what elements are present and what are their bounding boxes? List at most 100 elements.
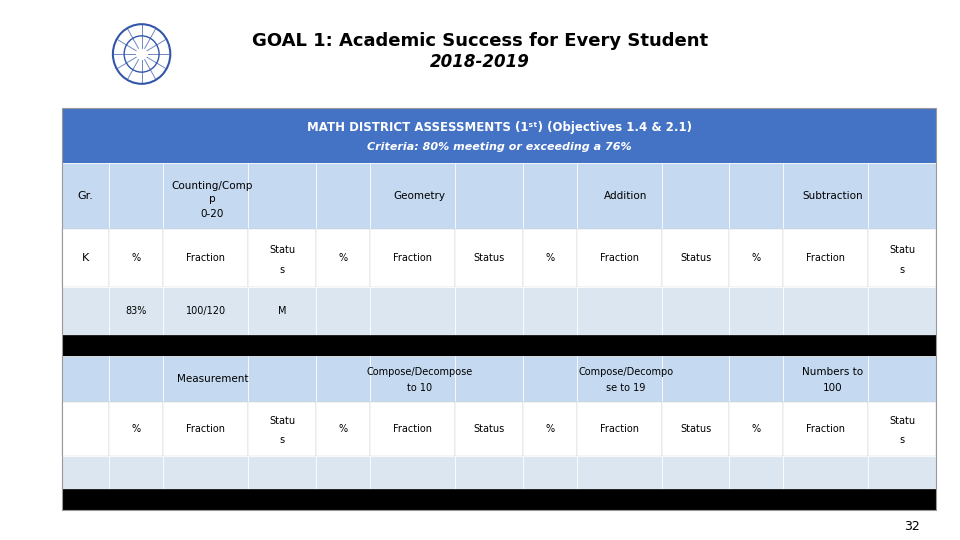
Text: %: % [545,424,554,434]
Bar [455,229,522,287]
Text: Counting/Comp: Counting/Comp [172,181,253,191]
Bar [109,356,163,402]
Bar [370,287,455,335]
Bar [109,229,163,287]
Text: Status: Status [680,424,711,434]
Bar [62,456,109,489]
Bar [661,287,730,335]
Text: Criteria: 80% meeting or exceeding a 76%: Criteria: 80% meeting or exceeding a 76% [367,143,632,152]
Bar [730,163,783,229]
Bar [163,456,249,489]
Bar [730,456,783,489]
Text: s: s [900,435,905,445]
Bar [455,287,522,335]
Text: Subtraction: Subtraction [803,191,863,201]
Text: %: % [132,253,141,264]
Text: s: s [900,265,905,275]
Text: s: s [279,435,285,445]
Bar [730,229,783,287]
Text: MATH DISTRICT ASSESSMENTS (1ˢᵗ) (Objectives 1.4 & 2.1): MATH DISTRICT ASSESSMENTS (1ˢᵗ) (Objecti… [306,120,692,133]
Bar [783,402,869,456]
Text: M: M [277,306,286,316]
Text: Addition: Addition [604,191,648,201]
Text: Geometry: Geometry [394,191,445,201]
Text: Statu: Statu [269,245,295,254]
Bar [316,456,370,489]
Bar [869,456,936,489]
Text: Statu: Statu [889,416,915,426]
Text: se to 19: se to 19 [607,383,646,393]
Text: Fraction: Fraction [806,253,846,264]
Text: Gr.: Gr. [78,191,94,201]
Bar [62,489,936,510]
Bar [249,229,316,287]
Bar [62,356,109,402]
Bar [316,163,370,229]
Text: 32: 32 [904,520,920,533]
Text: 0-20: 0-20 [201,210,225,219]
Bar [730,402,783,456]
Text: 83%: 83% [126,306,147,316]
Bar [62,335,936,356]
Text: s: s [279,265,285,275]
Text: Status: Status [473,253,504,264]
Bar [869,356,936,402]
Bar [730,287,783,335]
Bar [62,108,936,163]
Bar [783,456,869,489]
Bar [522,287,577,335]
Text: GOAL 1: Academic Success for Every Student: GOAL 1: Academic Success for Every Stude… [252,31,708,50]
Bar [249,356,316,402]
Bar [783,356,869,402]
Bar [316,402,370,456]
Text: Fraction: Fraction [393,253,432,264]
Text: Numbers to: Numbers to [803,367,863,377]
Text: Fraction: Fraction [393,424,432,434]
Bar [783,287,869,335]
Text: %: % [338,253,348,264]
Bar [783,163,869,229]
Bar [316,229,370,287]
Bar [455,163,522,229]
Bar [577,287,661,335]
Bar [370,229,455,287]
Text: K: K [83,253,89,264]
Text: Fraction: Fraction [806,424,846,434]
Bar [249,163,316,229]
Bar [661,163,730,229]
Bar [316,287,370,335]
Text: %: % [752,253,761,264]
Bar [163,356,249,402]
Bar [163,402,249,456]
Text: Status: Status [680,253,711,264]
Bar [869,163,936,229]
Text: %: % [545,253,554,264]
Bar [62,108,936,510]
Bar [163,229,249,287]
Text: Compose/Decompo: Compose/Decompo [578,367,674,377]
Bar [577,456,661,489]
Bar [730,356,783,402]
Text: Measurement: Measurement [177,374,249,384]
Text: %: % [752,424,761,434]
Bar [522,356,577,402]
Bar [163,163,249,229]
Bar [109,402,163,456]
Bar [869,402,936,456]
Bar [661,356,730,402]
Bar [522,456,577,489]
Bar [249,402,316,456]
Bar [109,287,163,335]
Bar [869,287,936,335]
Text: to 10: to 10 [407,383,432,393]
Bar [577,229,661,287]
Bar [62,229,109,287]
Bar [577,402,661,456]
Bar [661,402,730,456]
Bar [661,456,730,489]
Bar [370,456,455,489]
Text: %: % [338,424,348,434]
Text: Compose/Decompose: Compose/Decompose [366,367,472,377]
Bar [109,163,163,229]
Bar [62,163,109,229]
